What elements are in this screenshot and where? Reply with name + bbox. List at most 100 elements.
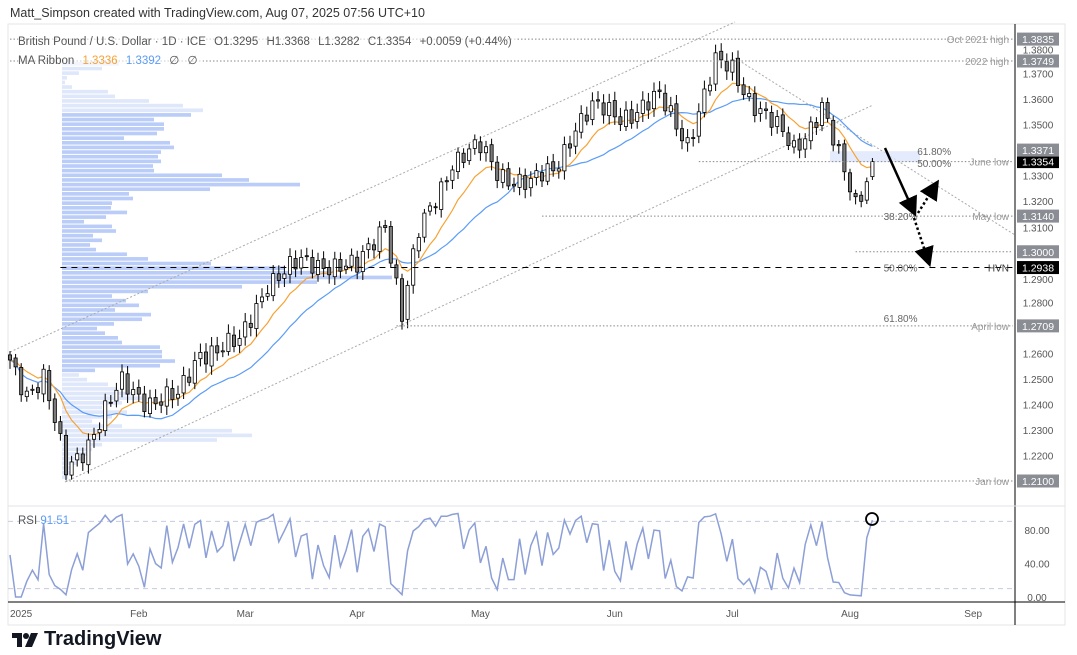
candle-body[interactable]	[568, 143, 573, 149]
candle-body[interactable]	[512, 183, 517, 187]
candle-body[interactable]	[870, 161, 875, 178]
candle-body[interactable]	[758, 108, 763, 114]
candle-body[interactable]	[500, 169, 505, 183]
candle-body[interactable]	[478, 141, 483, 154]
candle-body[interactable]	[792, 140, 797, 148]
candle-body[interactable]	[601, 102, 606, 116]
candle-body[interactable]	[97, 428, 102, 434]
candle-body[interactable]	[551, 161, 556, 172]
candle-body[interactable]	[192, 360, 197, 384]
candle-body[interactable]	[769, 111, 774, 128]
candle-body[interactable]	[198, 351, 203, 360]
trend-line[interactable]	[64, 104, 874, 483]
candle-body[interactable]	[321, 258, 326, 269]
candle-body[interactable]	[131, 389, 136, 396]
candle-body[interactable]	[47, 370, 52, 402]
candle-body[interactable]	[203, 351, 208, 365]
candle-body[interactable]	[652, 90, 657, 110]
candle-body[interactable]	[696, 111, 701, 137]
candle-body[interactable]	[506, 168, 511, 187]
candle-body[interactable]	[142, 393, 147, 412]
candle-body[interactable]	[41, 368, 46, 395]
candle-body[interactable]	[730, 59, 735, 73]
candle-body[interactable]	[534, 170, 539, 179]
candle-body[interactable]	[528, 178, 533, 189]
candle-body[interactable]	[831, 119, 836, 146]
candle-body[interactable]	[215, 345, 220, 354]
candle-body[interactable]	[383, 225, 388, 229]
candle-body[interactable]	[13, 357, 18, 368]
fib-zone[interactable]	[830, 151, 920, 163]
candle-body[interactable]	[467, 148, 472, 162]
candle-body[interactable]	[187, 376, 192, 383]
candle-body[interactable]	[864, 181, 869, 201]
candle-body[interactable]	[30, 388, 35, 391]
extension-arrow[interactable]	[912, 217, 934, 268]
candle-body[interactable]	[808, 121, 813, 142]
candle-body[interactable]	[607, 102, 612, 116]
candle-body[interactable]	[803, 138, 808, 150]
candle-body[interactable]	[181, 375, 186, 394]
candle-body[interactable]	[282, 273, 287, 279]
candle-body[interactable]	[259, 296, 264, 303]
candle-body[interactable]	[220, 350, 225, 353]
candle-body[interactable]	[422, 212, 427, 238]
candle-body[interactable]	[556, 168, 561, 172]
candle-body[interactable]	[287, 256, 292, 275]
rsi-label[interactable]: RSI	[18, 515, 38, 527]
candle-body[interactable]	[209, 345, 214, 367]
candle-body[interactable]	[814, 122, 819, 128]
candle-body[interactable]	[590, 100, 595, 120]
candle-body[interactable]	[444, 180, 449, 183]
candle-body[interactable]	[596, 99, 601, 102]
candle-body[interactable]	[680, 128, 685, 142]
candle-body[interactable]	[640, 99, 645, 114]
candle-body[interactable]	[159, 401, 164, 406]
candle-body[interactable]	[573, 130, 578, 147]
candle-body[interactable]	[248, 322, 253, 328]
candle-body[interactable]	[416, 237, 421, 252]
candle-body[interactable]	[243, 321, 248, 338]
candle-body[interactable]	[114, 389, 119, 402]
candle-body[interactable]	[713, 52, 718, 85]
candle-body[interactable]	[624, 109, 629, 127]
candle-body[interactable]	[848, 172, 853, 193]
candle-body[interactable]	[377, 226, 382, 252]
tradingview-logo[interactable]: TradingView	[12, 628, 161, 651]
candle-body[interactable]	[125, 373, 130, 395]
candle-body[interactable]	[58, 421, 63, 434]
candle-body[interactable]	[668, 105, 673, 113]
candle-body[interactable]	[629, 109, 634, 124]
candle-body[interactable]	[646, 101, 651, 111]
candle-body[interactable]	[108, 401, 113, 404]
candle-body[interactable]	[355, 256, 360, 273]
candle-body[interactable]	[338, 259, 343, 272]
candle-body[interactable]	[439, 181, 444, 210]
symbol-name[interactable]: British Pound / U.S. Dollar · 1D · ICE	[18, 36, 206, 48]
candle-body[interactable]	[853, 193, 858, 198]
candle-body[interactable]	[472, 139, 477, 149]
candle-body[interactable]	[741, 84, 746, 96]
candle-body[interactable]	[86, 439, 91, 466]
candle-body[interactable]	[36, 387, 41, 393]
candle-body[interactable]	[562, 144, 567, 172]
candle-body[interactable]	[164, 386, 169, 407]
candle-body[interactable]	[226, 332, 231, 352]
candle-body[interactable]	[461, 152, 466, 163]
candle-body[interactable]	[327, 267, 332, 276]
candle-body[interactable]	[780, 114, 785, 132]
rsi-line[interactable]	[9, 512, 874, 598]
candle-body[interactable]	[153, 397, 158, 405]
candle-body[interactable]	[231, 334, 236, 347]
candle-body[interactable]	[752, 93, 757, 116]
candle-body[interactable]	[80, 453, 85, 464]
candle-body[interactable]	[455, 151, 460, 172]
candle-body[interactable]	[366, 243, 371, 251]
candle-body[interactable]	[433, 206, 438, 209]
candle-body[interactable]	[254, 303, 259, 329]
candle-body[interactable]	[797, 138, 802, 151]
candle-body[interactable]	[175, 393, 180, 399]
candle-body[interactable]	[786, 132, 791, 146]
candle-body[interactable]	[75, 453, 80, 461]
candle-body[interactable]	[708, 84, 713, 92]
